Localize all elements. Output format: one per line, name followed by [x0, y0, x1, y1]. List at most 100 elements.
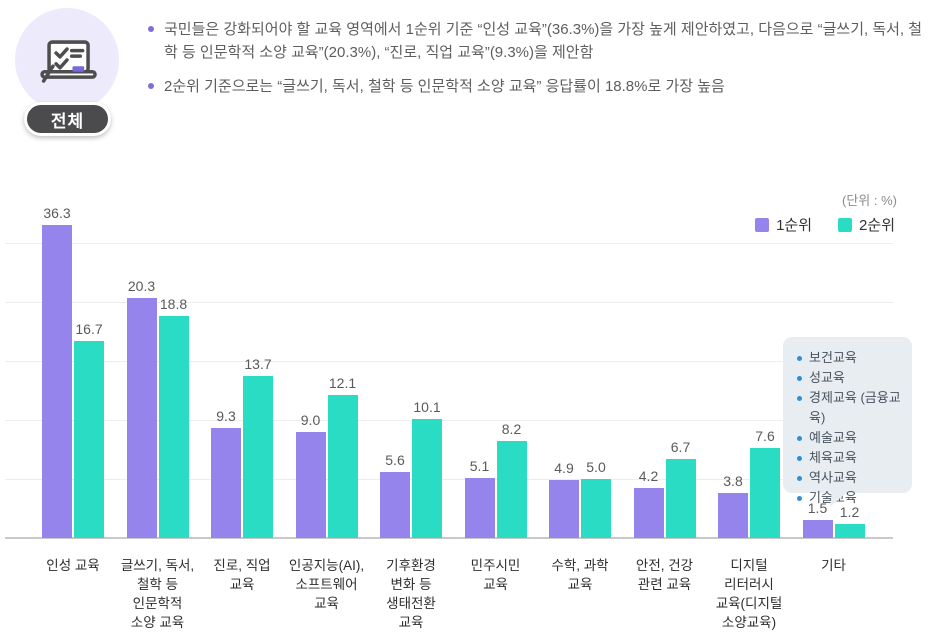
bar-rank1-8 [633, 488, 664, 538]
bar-value-label: 10.1 [413, 398, 441, 415]
bar-rank2-7 [581, 479, 611, 538]
callout-item: 기술교육 [797, 488, 912, 508]
gridline [5, 243, 893, 244]
bar-value-label: 36.3 [43, 205, 71, 221]
callout-bullet-icon [797, 396, 802, 401]
bar-value-label: 13.7 [244, 356, 272, 373]
callout-bullet-icon [797, 356, 802, 361]
callout-item: 역사교육 [797, 468, 912, 488]
bar-value-label: 16.7 [75, 320, 103, 337]
callout-bullet-icon [797, 496, 802, 501]
legend-swatch-icon [838, 217, 853, 232]
legend: 1순위 2순위 [755, 214, 895, 235]
legend-label: 2순위 [859, 217, 895, 234]
bar-rank1-5 [380, 471, 410, 538]
bar-rank2-5 [412, 418, 442, 538]
callout-item: 예술교육 [797, 428, 912, 448]
bar-rank1-3 [211, 428, 241, 538]
legend-item-rank1: 1순위 [755, 214, 812, 235]
gridline [5, 479, 893, 480]
summary-bullet-2: 2순위 기준으로는 “글쓰기, 독서, 철학 등 인문학적 소양 교육” 응답률… [146, 75, 928, 98]
bullet-dot-icon [148, 26, 154, 32]
callout-item-label: 경제교육 (금융교육) [809, 390, 901, 425]
bar-value-label: 1.2 [839, 503, 860, 520]
group-badge: 전체 [24, 102, 111, 136]
gridline [5, 420, 893, 421]
callout-item: 경제교육 (금융교육) [797, 388, 912, 428]
callout-bullet-icon [797, 456, 802, 461]
x-category-label: 인성 교육 [46, 558, 100, 573]
callout-bullet-icon [797, 436, 802, 441]
callout-item-label: 역사교육 [809, 470, 857, 485]
header-icon-circle [15, 8, 119, 112]
bar-value-label: 5.1 [469, 457, 490, 474]
summary-text-1: 국민들은 강화되어야 할 교육 영역에서 1순위 기준 “인성 교육”(36.3… [164, 21, 923, 61]
x-category-label: 안전, 건강 관련 교육 [635, 558, 694, 592]
bar-rank2-9 [750, 448, 780, 538]
legend-swatch-icon [755, 217, 770, 232]
x-category-label: 기타 [821, 558, 846, 573]
bar-rank1-6 [464, 477, 495, 538]
bar-rank2-6 [496, 441, 527, 538]
gridline [5, 361, 893, 362]
bar-value-label: 5.0 [586, 459, 606, 475]
bar-value-label: 5.6 [385, 451, 405, 468]
bar-value-label: 18.8 [159, 296, 188, 313]
bar-value-label: 20.3 [127, 278, 156, 295]
bar-rank1-2 [126, 298, 157, 538]
x-category-label: 기후환경 변화 등 생태전환 교육 [386, 558, 436, 630]
bar-rank2-1 [74, 340, 104, 538]
gridline [5, 302, 893, 303]
x-category-label: 인공지능(AI), 소프트웨어 교육 [288, 558, 365, 611]
callout-tail-icon [829, 490, 848, 509]
bar-rank2-2 [158, 316, 189, 538]
bar-rank1-9 [718, 493, 748, 538]
summary-list: 국민들은 강화되어야 할 교육 영역에서 1순위 기준 “인성 교육”(36.3… [146, 18, 928, 109]
bar-value-label: 4.9 [554, 460, 574, 477]
bar-rank1-10 [802, 520, 833, 538]
bar-value-label: 8.2 [501, 421, 522, 438]
marker-icon [72, 66, 85, 72]
callout-item-label: 예술교육 [809, 430, 857, 445]
bar-value-label: 4.2 [638, 468, 659, 485]
bar-value-label: 7.6 [755, 428, 775, 445]
bar-value-label: 3.8 [723, 473, 743, 490]
x-category-label: 민주시민 교육 [470, 558, 521, 592]
bar-value-label: 1.5 [807, 500, 828, 517]
x-category-label: 수학, 과학 교육 [551, 558, 609, 592]
callout-item: 체육교육 [797, 448, 912, 468]
x-category-label: 진로, 직업 교육 [213, 558, 271, 592]
callout-item-label: 보건교육 [809, 350, 857, 365]
legend-label: 1순위 [776, 217, 813, 234]
summary-text-2: 2순위 기준으로는 “글쓰기, 독서, 철학 등 인문학적 소양 교육” 응답률… [164, 78, 725, 95]
bar-value-label: 12.1 [328, 375, 357, 392]
bar-rank2-8 [665, 458, 696, 538]
x-category-label: 디지털 리터러시 교육(디지털 소양교육) [715, 558, 783, 630]
callout-bullet-icon [797, 476, 802, 481]
summary-bullet-1: 국민들은 강화되어야 할 교육 영역에서 1순위 기준 “인성 교육”(36.3… [146, 18, 928, 64]
legend-item-rank2: 2순위 [838, 214, 895, 235]
bar-value-label: 9.0 [300, 411, 321, 428]
callout-item: 성교육 [797, 368, 912, 388]
unit-label: (단위 : %) [842, 193, 897, 208]
callout-item-label: 성교육 [809, 370, 845, 385]
bar-rank1-4 [295, 431, 326, 538]
callout-item-label: 체육교육 [809, 450, 857, 465]
bar-value-label: 6.7 [670, 438, 691, 455]
callout-item: 보건교육 [797, 348, 912, 368]
bar-rank2-3 [243, 376, 273, 538]
bar-rank2-10 [834, 523, 865, 538]
callout-item-label: 기술교육 [809, 490, 857, 505]
callout-bullet-icon [797, 376, 802, 381]
bar-rank1-1 [42, 225, 72, 538]
whiteboard-checklist-icon [40, 40, 97, 83]
x-axis-line [5, 537, 893, 539]
bar-rank2-4 [327, 395, 358, 538]
bullet-dot-icon [148, 83, 154, 89]
x-category-label: 글쓰기, 독서, 철학 등 인문학적 소양 교육 [120, 558, 195, 630]
bar-value-label: 9.3 [216, 408, 236, 425]
bar-rank1-7 [549, 480, 579, 538]
